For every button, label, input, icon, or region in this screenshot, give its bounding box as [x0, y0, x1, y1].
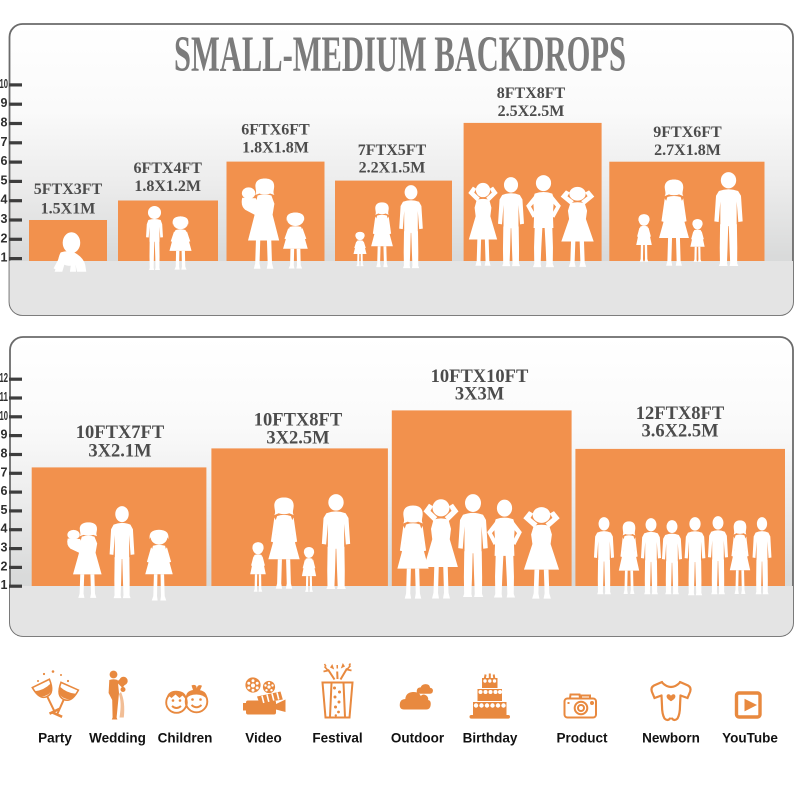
- svg-text:7: 7: [1, 465, 8, 479]
- svg-text:2.7X1.8M: 2.7X1.8M: [654, 142, 721, 159]
- svg-text:8FTX8FT: 8FTX8FT: [497, 85, 566, 102]
- svg-text:1.8X1.8M: 1.8X1.8M: [242, 140, 309, 157]
- svg-text:3: 3: [1, 541, 8, 555]
- svg-text:6: 6: [1, 154, 8, 168]
- svg-text:SMALL-MEDIUM BACKDROPS: SMALL-MEDIUM BACKDROPS: [174, 27, 626, 83]
- svg-text:8: 8: [1, 447, 8, 461]
- svg-text:7: 7: [1, 135, 8, 149]
- svg-text:6: 6: [1, 484, 8, 498]
- svg-text:8: 8: [1, 116, 8, 130]
- svg-text:5FTX3FT: 5FTX3FT: [34, 181, 103, 198]
- svg-text:Outdoor: Outdoor: [391, 731, 445, 746]
- svg-text:2: 2: [1, 231, 8, 245]
- svg-text:5: 5: [1, 173, 8, 187]
- svg-text:10: 10: [0, 77, 8, 91]
- svg-text:Party: Party: [38, 731, 72, 746]
- svg-text:1.8X1.2M: 1.8X1.2M: [134, 178, 201, 195]
- svg-text:11: 11: [0, 390, 8, 404]
- svg-text:10: 10: [0, 409, 8, 423]
- svg-text:12: 12: [0, 371, 8, 385]
- svg-text:6FTX4FT: 6FTX4FT: [133, 160, 202, 177]
- svg-text:3X2.5M: 3X2.5M: [266, 429, 329, 449]
- svg-text:2: 2: [1, 559, 8, 573]
- svg-text:12FTX8FT: 12FTX8FT: [636, 404, 725, 424]
- svg-text:7FTX5FT: 7FTX5FT: [358, 142, 427, 159]
- svg-text:1: 1: [1, 578, 8, 592]
- svg-text:1.5X1M: 1.5X1M: [41, 201, 96, 218]
- svg-text:YouTube: YouTube: [722, 731, 778, 746]
- svg-text:3.6X2.5M: 3.6X2.5M: [641, 422, 718, 442]
- svg-text:9FTX6FT: 9FTX6FT: [653, 124, 722, 141]
- svg-text:10FTX7FT: 10FTX7FT: [76, 423, 165, 443]
- svg-text:2.5X2.5M: 2.5X2.5M: [498, 103, 565, 120]
- svg-text:Birthday: Birthday: [463, 731, 518, 746]
- svg-text:10FTX8FT: 10FTX8FT: [254, 411, 343, 431]
- svg-text:Video: Video: [245, 731, 282, 746]
- svg-text:9: 9: [1, 428, 8, 442]
- svg-text:Newborn: Newborn: [642, 731, 700, 746]
- svg-text:4: 4: [1, 522, 8, 536]
- svg-text:Children: Children: [158, 731, 213, 746]
- svg-text:4: 4: [1, 193, 8, 207]
- svg-text:Festival: Festival: [312, 731, 362, 746]
- svg-text:10FTX10FT: 10FTX10FT: [431, 367, 529, 387]
- svg-text:9: 9: [1, 96, 8, 110]
- svg-text:6FTX6FT: 6FTX6FT: [241, 122, 310, 139]
- svg-text:Product: Product: [556, 731, 608, 746]
- svg-text:3X3M: 3X3M: [455, 385, 504, 405]
- svg-text:3: 3: [1, 212, 8, 226]
- svg-text:Wedding: Wedding: [89, 731, 146, 746]
- svg-text:5: 5: [1, 503, 8, 517]
- svg-text:2.2X1.5M: 2.2X1.5M: [359, 160, 426, 177]
- svg-text:3X2.1M: 3X2.1M: [88, 442, 151, 462]
- svg-text:1: 1: [1, 251, 8, 265]
